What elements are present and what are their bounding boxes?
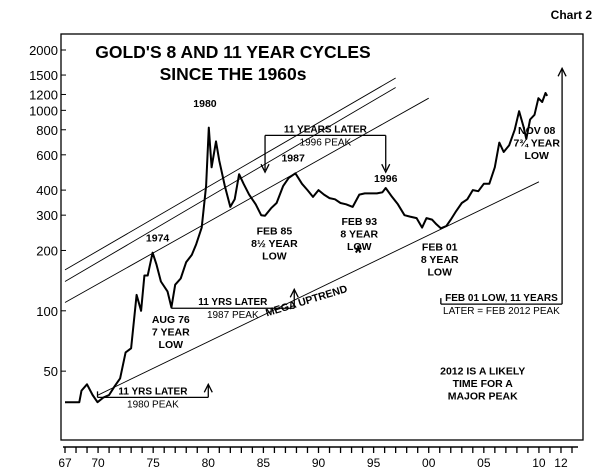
y-tick-label: 200 — [36, 243, 58, 258]
annotation-text: AUG 76 — [152, 314, 190, 326]
channel-line — [97, 181, 540, 396]
x-tick-label: 05 — [477, 456, 491, 470]
bracket-sublabel: LATER = FEB 2012 PEAK — [443, 306, 560, 317]
x-tick-label: 67 — [58, 456, 72, 470]
y-tick-label: 1000 — [29, 103, 58, 118]
annotation-text: LOW — [524, 150, 549, 162]
plot-frame — [60, 33, 584, 441]
chart-title-line: GOLD'S 8 AND 11 YEAR CYCLES — [95, 42, 370, 62]
annotation-text: 1996 — [374, 173, 398, 185]
annotation-text: 8½ YEAR — [251, 238, 298, 250]
annotation-text: TIME FOR A — [453, 378, 514, 390]
annotation-text: * — [354, 243, 362, 265]
y-tick-label: 100 — [36, 304, 58, 319]
annotation-text: 7¾ YEAR — [513, 138, 560, 150]
annotation-text: NOV 08 — [518, 125, 556, 137]
down-arrow-icon — [260, 163, 270, 174]
x-tick-label: 95 — [367, 456, 381, 470]
up-arrow-icon — [203, 382, 213, 393]
bracket-label: 11 YEARS LATER — [284, 124, 368, 135]
bracket-label: FEB 01 LOW, 11 YEARS — [445, 293, 558, 304]
bracket-sublabel: 1980 PEAK — [127, 399, 179, 410]
down-arrow-icon — [381, 163, 391, 174]
annotation-text: 8 YEAR — [421, 254, 459, 266]
up-arrow-icon — [289, 287, 299, 298]
annotation-text: LOW — [262, 251, 287, 263]
x-tick-label: 70 — [91, 456, 105, 470]
x-tick-label: 90 — [312, 456, 326, 470]
x-tick-label: 12 — [554, 456, 568, 470]
x-tick-label: 00 — [422, 456, 436, 470]
chart-title-line: SINCE THE 1960s — [160, 64, 307, 84]
annotation-text: 1980 — [193, 98, 217, 110]
x-tick-label: 80 — [202, 456, 216, 470]
x-tick-label: 75 — [146, 456, 160, 470]
cycle-bracket: 11 YRS LATER 1987 PEAK — [170, 287, 299, 321]
cycle-bracket: FEB 01 LOW, 11 YEARS LATER = FEB 2012 PEA… — [440, 66, 567, 317]
channel-line — [64, 97, 429, 303]
annotation-text: MAJOR PEAK — [448, 391, 518, 403]
y-tick-label: 1200 — [29, 87, 58, 102]
annotation-text: 8 YEAR — [340, 228, 378, 240]
channel-line — [64, 87, 396, 282]
annotation-text: FEB 01 — [422, 241, 458, 253]
y-tick-label: 50 — [44, 364, 58, 379]
annotation-text: 1974 — [146, 232, 170, 244]
annotation-text: LOW — [347, 241, 372, 253]
annotation-text: 1987 — [281, 153, 305, 165]
x-tick-label: 85 — [257, 456, 271, 470]
y-tick-label: 300 — [36, 208, 58, 223]
y-tick-label: 2000 — [29, 43, 58, 58]
bracket-label: 11 YRS LATER — [198, 297, 268, 308]
channel-line — [64, 77, 396, 271]
x-tick-label: 10 — [532, 456, 546, 470]
x-axis: 67 70 75 80 85 90 95 00 05 10 12 — [58, 446, 578, 470]
annotation-text: FEB 85 — [257, 226, 293, 238]
chart-number-label: Chart 2 — [551, 8, 593, 22]
annotation-text: LOW — [159, 339, 184, 351]
annotation-text: 2012 IS A LIKELY — [440, 366, 525, 378]
y-tick-label: 800 — [36, 123, 58, 138]
bracket-label: 11 YRS LATER — [118, 386, 188, 397]
annotation-text: LOW — [427, 266, 452, 278]
annotation-text: 7 YEAR — [152, 326, 190, 338]
cycle-bracket: 11 YEARS LATER 1996 PEAK — [260, 124, 391, 174]
price-series — [65, 92, 549, 404]
cycle-brackets: 11 YRS LATER 1980 PEAK 11 YRS LATER 1987 PE… — [96, 66, 567, 410]
y-tick-label: 600 — [36, 148, 58, 163]
bracket-sublabel: 1996 PEAK — [300, 137, 352, 148]
up-arrow-icon — [557, 66, 567, 77]
bracket-sublabel: 1987 PEAK — [207, 310, 259, 321]
annotation-text: FEB 93 — [341, 216, 377, 228]
gold-price-line — [65, 92, 549, 404]
channel-lines — [64, 77, 540, 396]
y-tick-label: 1500 — [29, 68, 58, 83]
y-tick-label: 400 — [36, 183, 58, 198]
cycle-bracket: 11 YRS LATER 1980 PEAK — [96, 382, 213, 410]
